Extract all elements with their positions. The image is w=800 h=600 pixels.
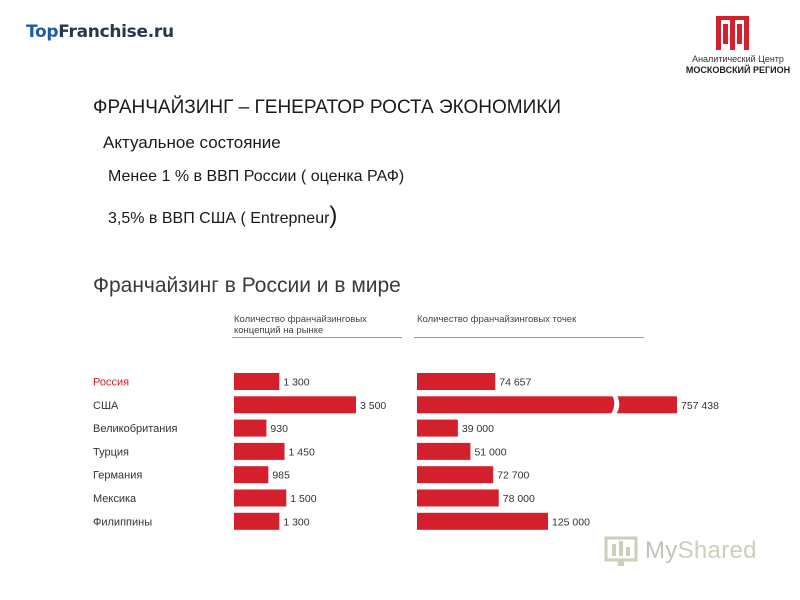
data-label-series-1: 1 300 <box>283 377 309 389</box>
data-label-series-2: 78 000 <box>503 493 535 505</box>
bar-series-1 <box>234 512 280 530</box>
series-2-header: Количество франчайзинговых точек <box>417 314 577 325</box>
series-1-divider <box>232 337 402 338</box>
data-label-series-1: 1 300 <box>283 516 309 528</box>
org-name-line2: МОСКОВСКИЙ РЕГИОН <box>685 65 791 75</box>
bullet-russia-gdp: Менее 1 % в ВВП России ( оценка РАФ) <box>108 168 405 185</box>
data-label-series-1: 1 500 <box>290 493 316 505</box>
data-label-series-2: 74 657 <box>499 377 531 389</box>
bar-series-1 <box>234 419 267 437</box>
category-label: Турция <box>93 446 129 458</box>
bar-series-2 <box>417 373 496 390</box>
data-label-series-1: 930 <box>270 423 288 435</box>
chart-title: Франчайзинг в России и в мире <box>93 274 401 297</box>
category-label: Россия <box>93 377 129 389</box>
brand-logo: TopFranchise.ru <box>26 22 174 42</box>
data-label-series-2: 757 438 <box>681 400 719 412</box>
axis-break-marker <box>611 395 620 415</box>
category-label: Германия <box>93 470 142 482</box>
bar-series-2 <box>417 466 494 484</box>
slide-subtitle: Актуальное состояние <box>103 133 281 152</box>
data-label-series-1: 985 <box>272 470 290 482</box>
data-label-series-2: 51 000 <box>474 446 506 458</box>
data-label-series-2: 72 700 <box>497 470 529 482</box>
data-label-series-1: 1 450 <box>289 446 315 458</box>
data-label-series-2: 125 000 <box>552 516 590 528</box>
brand-logo-rest: Franchise.ru <box>58 22 174 42</box>
category-label: Филиппины <box>93 516 152 528</box>
category-label: США <box>93 400 119 412</box>
data-label-series-2: 39 000 <box>462 423 494 435</box>
bar-series-1 <box>234 466 269 484</box>
brand-logo-top: Top <box>26 22 59 42</box>
bar-series-2 <box>417 489 499 507</box>
org-name-line1: Аналитический Центр <box>692 54 784 64</box>
watermark-shared: Shared <box>677 537 757 564</box>
bar-series-2 <box>417 419 458 437</box>
watermark-text: MyShared <box>645 537 757 565</box>
bar-series-1 <box>234 489 287 507</box>
bar-series-2 <box>417 442 471 460</box>
bar-series-1 <box>234 442 285 460</box>
bullet-usa-gdp-paren: ) <box>329 202 338 229</box>
bar-series-1 <box>234 373 280 390</box>
watermark-icon <box>604 536 638 566</box>
slide-title: ФРАНЧАЙЗИНГ – ГЕНЕРАТОР РОСТА ЭКОНОМИКИ <box>93 97 561 118</box>
series-1-header: Количество франчайзинговых концепций на … <box>234 314 367 336</box>
bar-series-1 <box>234 396 356 414</box>
bullet-usa-gdp-text: 3,5% в ВВП США ( Entrepneur <box>108 210 330 227</box>
bar-series-2 <box>417 396 677 414</box>
bullet-usa-gdp: 3,5% в ВВП США ( Entrepneur) <box>108 204 337 228</box>
org-logo-icon <box>716 16 749 50</box>
series-2-divider <box>414 337 644 338</box>
category-label: Великобритания <box>93 423 178 435</box>
category-label: Мексика <box>93 493 137 505</box>
data-label-series-1: 3 500 <box>360 400 386 412</box>
bar-series-2 <box>417 512 548 530</box>
watermark-my: My <box>645 537 678 564</box>
